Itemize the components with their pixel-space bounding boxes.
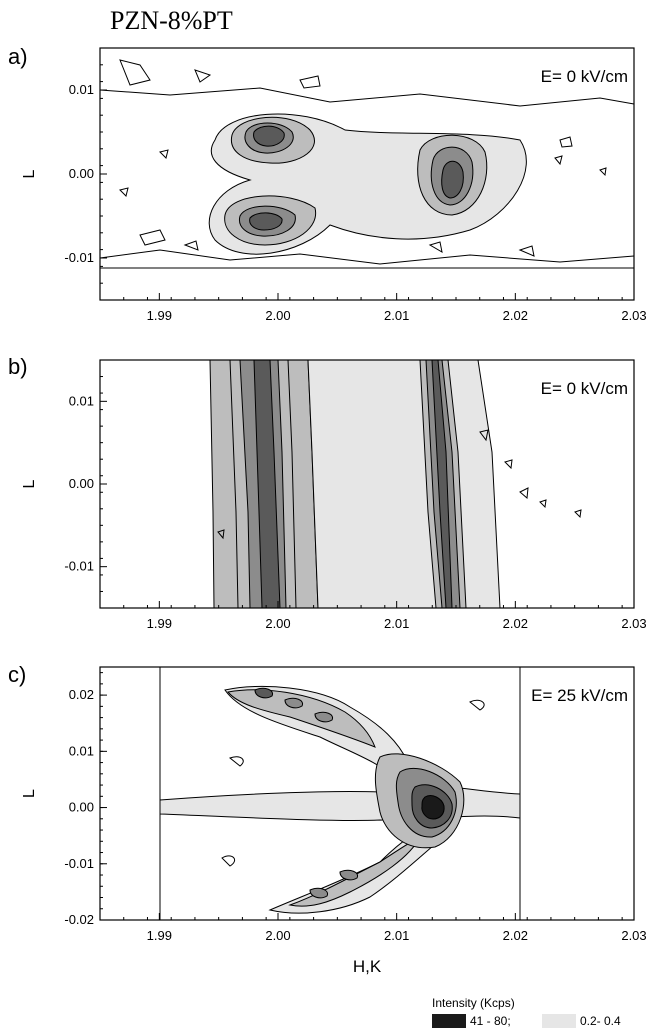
y-axis-label-b: L	[21, 479, 38, 488]
x-tick-label-a: 2.01	[384, 308, 409, 323]
y-tick-label-a: 0.01	[69, 82, 94, 97]
field-annotation-a: E= 0 kV/cm	[541, 67, 628, 86]
x-tick-label-c: 2.02	[503, 928, 528, 943]
y-tick-label-c: 0.02	[69, 687, 94, 702]
x-tick-label-a: 2.02	[503, 308, 528, 323]
panel-label-b: b)	[8, 354, 28, 379]
panel-c: c) 1.99 2.00 2.01 2.02 2.03 -0.02 -0.01 0.00 0.0…	[0, 662, 650, 992]
panel-a: a)	[0, 40, 650, 340]
y-tick-label-a: 0.00	[69, 166, 94, 181]
contour-plot-a: 1.99 2.00 2.01 2.02 2.03 -0.01 0.00 0.01 L E= 0 k…	[21, 47, 647, 323]
panel-b: b) 1.99 2.00 2.01 2.02 2.03 -0.01 0.00 0.01 L E= …	[0, 352, 650, 652]
y-tick-label-c: 0.00	[69, 800, 94, 815]
x-tick-label-c: 1.99	[147, 928, 172, 943]
x-tick-label-b: 2.02	[503, 616, 528, 631]
x-tick-label-b: 2.00	[265, 616, 290, 631]
y-tick-label-b: -0.01	[64, 559, 94, 574]
y-tick-label-c: -0.01	[64, 856, 94, 871]
legend-swatch-low	[542, 1014, 576, 1028]
legend-title: Intensity (Kcps)	[432, 996, 515, 1010]
x-tick-label-a: 2.03	[621, 308, 646, 323]
intensity-map-a	[99, 59, 635, 269]
intensity-map-b	[209, 359, 582, 609]
x-axis-label-c: H,K	[353, 957, 382, 976]
x-tick-label-a: 1.99	[147, 308, 172, 323]
y-axis-label-a: L	[21, 169, 38, 178]
intensity-map-c	[159, 667, 521, 920]
legend-swatch-high	[432, 1014, 466, 1028]
legend-label-low: 0.2- 0.4	[580, 1014, 621, 1028]
y-tick-label-a: -0.01	[64, 250, 94, 265]
intensity-legend: Intensity (Kcps) 41 - 80; 0.2- 0.4	[432, 996, 642, 1036]
field-annotation-b: E= 0 kV/cm	[541, 379, 628, 398]
y-tick-label-b: 0.01	[69, 393, 94, 408]
axes-b: 1.99 2.00 2.01 2.02 2.03 -0.01 0.00 0.01 L E= 0 k…	[21, 359, 647, 631]
y-tick-label-c: 0.01	[69, 743, 94, 758]
x-tick-label-a: 2.00	[265, 308, 290, 323]
panel-label-a: a)	[8, 44, 28, 69]
axes-c: 1.99 2.00 2.01 2.02 2.03 -0.02 -0.01 0.00 0.01 0.…	[21, 666, 647, 976]
x-tick-label-c: 2.00	[265, 928, 290, 943]
x-tick-label-b: 2.01	[384, 616, 409, 631]
legend-label-high: 41 - 80;	[470, 1014, 511, 1028]
figure-title: PZN-8%PT	[110, 6, 233, 35]
contour-plot-c: 1.99 2.00 2.01 2.02 2.03 -0.02 -0.01 0.00 0.01 0.…	[21, 666, 647, 976]
x-tick-label-c: 2.03	[621, 928, 646, 943]
field-annotation-c: E= 25 kV/cm	[531, 686, 628, 705]
y-axis-label-c: L	[21, 789, 38, 798]
contour-plot-b: 1.99 2.00 2.01 2.02 2.03 -0.01 0.00 0.01 L E= 0 k…	[21, 359, 647, 631]
axes-a: 1.99 2.00 2.01 2.02 2.03 -0.01 0.00 0.01 L E= 0 k…	[21, 47, 647, 323]
y-tick-label-b: 0.00	[69, 476, 94, 491]
x-tick-label-b: 1.99	[147, 616, 172, 631]
plot-frame-c	[99, 666, 635, 921]
x-tick-label-c: 2.01	[384, 928, 409, 943]
y-tick-label-c: -0.02	[64, 912, 94, 927]
panel-label-c: c)	[8, 662, 27, 687]
x-tick-label-b: 2.03	[621, 616, 646, 631]
